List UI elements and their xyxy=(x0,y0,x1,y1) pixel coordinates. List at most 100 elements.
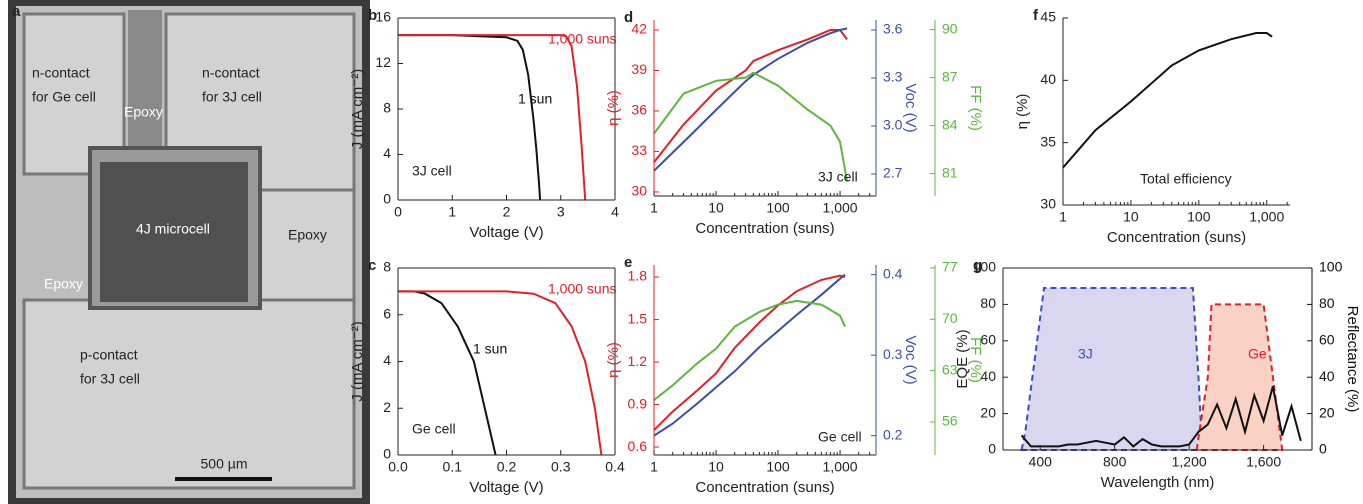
line xyxy=(653,273,846,437)
x-tick-label: 1 xyxy=(448,204,456,220)
micrograph: a n-contact for Ge cell n-contact for 3J… xyxy=(8,0,370,504)
y3-tick-label: 70 xyxy=(942,310,958,326)
label: Epoxy xyxy=(124,104,163,120)
label: for 3J cell xyxy=(80,371,140,387)
line xyxy=(1020,386,1302,448)
microcell xyxy=(100,162,248,302)
y2-tick-label: 3.0 xyxy=(883,117,903,133)
y-tick-label: 0.9 xyxy=(628,395,648,411)
series-label: Ge xyxy=(1248,346,1267,362)
y-tick-label: 4 xyxy=(383,352,391,368)
y2-axis-label: Reflectance (%) xyxy=(1344,306,1361,413)
y-axis-label: J (mA cm⁻²) xyxy=(349,69,366,149)
x-tick-label: 1,000 xyxy=(823,200,858,216)
y2-tick-label: 0.2 xyxy=(883,426,903,442)
x-axis-label: Concentration (suns) xyxy=(1107,229,1246,246)
y3-tick-label: 77 xyxy=(942,259,958,275)
y-axis-label: η (%) xyxy=(605,90,622,126)
y2-tick-label: 0.4 xyxy=(883,265,903,281)
y-tick-label: 8 xyxy=(383,259,391,275)
y-tick-label: 80 xyxy=(980,295,996,311)
annotation: Ge cell xyxy=(412,421,456,437)
x-tick-label: 1 xyxy=(650,459,658,475)
y3-tick-label: 81 xyxy=(942,164,958,180)
x-tick-label: 0.1 xyxy=(443,459,463,475)
label: Epoxy xyxy=(44,276,83,292)
y2-tick-label: 0.3 xyxy=(883,346,903,362)
area xyxy=(1195,303,1284,451)
label: 4J microcell xyxy=(136,221,210,237)
y-tick-label: 20 xyxy=(980,404,996,420)
y-axis-label: η (%) xyxy=(1014,94,1031,130)
x-tick-label: 100 xyxy=(1187,209,1211,225)
y-tick-label: 16 xyxy=(375,9,391,25)
x-tick-label: 0.0 xyxy=(388,459,408,475)
x-tick-label: 3 xyxy=(557,204,565,220)
y2-tick-label: 0 xyxy=(1319,441,1327,457)
x-axis-label: Voltage (V) xyxy=(469,224,543,241)
line xyxy=(653,299,846,401)
y3-tick-label: 56 xyxy=(942,413,958,429)
y3-axis-label: FF (%) xyxy=(967,337,984,383)
x-tick-label: 1,600 xyxy=(1246,454,1281,470)
y-tick-label: 2 xyxy=(383,399,391,415)
x-axis-label: Wavelength (nm) xyxy=(1101,474,1215,491)
x-tick-label: 1 xyxy=(650,200,658,216)
x-tick-label: 0.3 xyxy=(551,459,571,475)
panel-label: c xyxy=(368,257,376,274)
panel-label: f xyxy=(1033,7,1039,24)
x-tick-label: 1,200 xyxy=(1172,454,1207,470)
x-tick-label: 100 xyxy=(766,459,790,475)
pad xyxy=(22,298,356,490)
line xyxy=(653,71,849,182)
x-tick-label: 10 xyxy=(708,459,724,475)
annotation: Total efficiency xyxy=(1140,171,1232,187)
y-tick-label: 0 xyxy=(383,446,391,462)
line xyxy=(398,34,587,201)
area xyxy=(1020,287,1204,451)
scale-label: 500 µm xyxy=(201,456,248,472)
y2-tick-label: 60 xyxy=(1319,332,1335,348)
y2-tick-label: 3.3 xyxy=(883,69,903,85)
panel-label: g xyxy=(973,257,982,274)
x-tick-label: 1 xyxy=(1059,209,1067,225)
x-axis-label: Concentration (suns) xyxy=(695,479,834,496)
x-tick-label: 0 xyxy=(394,204,402,220)
label: n-contact xyxy=(202,65,260,81)
y-tick-label: 40 xyxy=(980,368,996,384)
label: for Ge cell xyxy=(32,89,96,105)
y3-axis-label: FF (%) xyxy=(967,85,984,131)
y-tick-label: 30 xyxy=(631,183,647,199)
y-tick-label: 45 xyxy=(1040,9,1056,25)
y3-tick-label: 63 xyxy=(942,361,958,377)
y2-tick-label: 40 xyxy=(1319,368,1335,384)
label: n-contact xyxy=(32,65,90,81)
series-label: 1 sun xyxy=(518,91,552,107)
x-tick-label: 1,000 xyxy=(823,459,858,475)
lead xyxy=(128,10,162,160)
y-axis-label: η (%) xyxy=(605,342,622,378)
y-tick-label: 39 xyxy=(631,61,647,77)
y-tick-label: 0 xyxy=(383,191,391,207)
x-axis-label: Concentration (suns) xyxy=(695,220,834,237)
series-label: 3J xyxy=(1078,346,1093,362)
line xyxy=(653,27,848,172)
y-tick-label: 40 xyxy=(1040,71,1056,87)
annotation: 3J cell xyxy=(818,169,858,185)
y-axis-label: J (mA cm⁻²) xyxy=(349,321,366,401)
x-tick-label: 2 xyxy=(503,204,511,220)
annotation: 3J cell xyxy=(412,163,452,179)
series-label: 1,000 suns xyxy=(548,31,617,47)
y2-axis-label: Voc (V) xyxy=(902,335,919,384)
line xyxy=(653,274,846,431)
label: Epoxy xyxy=(288,227,327,243)
y-tick-label: 100 xyxy=(973,259,997,275)
y-tick-label: 60 xyxy=(980,332,996,348)
y2-tick-label: 2.7 xyxy=(883,165,903,181)
y-tick-label: 30 xyxy=(1040,196,1056,212)
label: for 3J cell xyxy=(202,89,262,105)
panel-label: e xyxy=(624,254,632,271)
y2-tick-label: 100 xyxy=(1319,259,1343,275)
x-tick-label: 10 xyxy=(708,200,724,216)
